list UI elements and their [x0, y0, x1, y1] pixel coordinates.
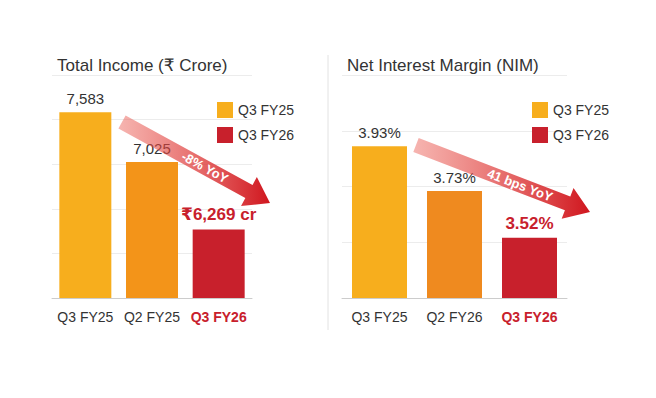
- svg-text:Q3 FY26: Q3 FY26: [553, 127, 609, 143]
- svg-text:₹6,269 cr: ₹6,269 cr: [181, 205, 257, 224]
- svg-text:7,583: 7,583: [67, 90, 105, 107]
- svg-text:-8% YoY: -8% YoY: [179, 149, 231, 187]
- svg-text:Q2 FY25: Q2 FY25: [124, 309, 180, 325]
- svg-text:Q2 FY26: Q2 FY26: [426, 309, 482, 325]
- svg-text:3.73%: 3.73%: [433, 169, 476, 186]
- svg-text:Q3 FY26: Q3 FY26: [191, 309, 247, 325]
- svg-text:Net Interest Margin (NIM): Net Interest Margin (NIM): [347, 56, 539, 75]
- svg-text:Q3 FY25: Q3 FY25: [351, 309, 407, 325]
- svg-text:3.93%: 3.93%: [358, 124, 401, 141]
- svg-text:Q3 FY25: Q3 FY25: [238, 102, 294, 118]
- svg-text:Total Income (₹ Crore): Total Income (₹ Crore): [57, 56, 227, 75]
- svg-text:3.52%: 3.52%: [505, 214, 553, 233]
- svg-text:41 bps YoY: 41 bps YoY: [485, 166, 555, 205]
- svg-text:Q3 FY25: Q3 FY25: [57, 309, 113, 325]
- svg-text:Q3 FY26: Q3 FY26: [501, 309, 557, 325]
- svg-text:Q3 FY25: Q3 FY25: [553, 102, 609, 118]
- svg-text:7,025: 7,025: [133, 140, 171, 157]
- svg-text:Q3 FY26: Q3 FY26: [238, 127, 294, 143]
